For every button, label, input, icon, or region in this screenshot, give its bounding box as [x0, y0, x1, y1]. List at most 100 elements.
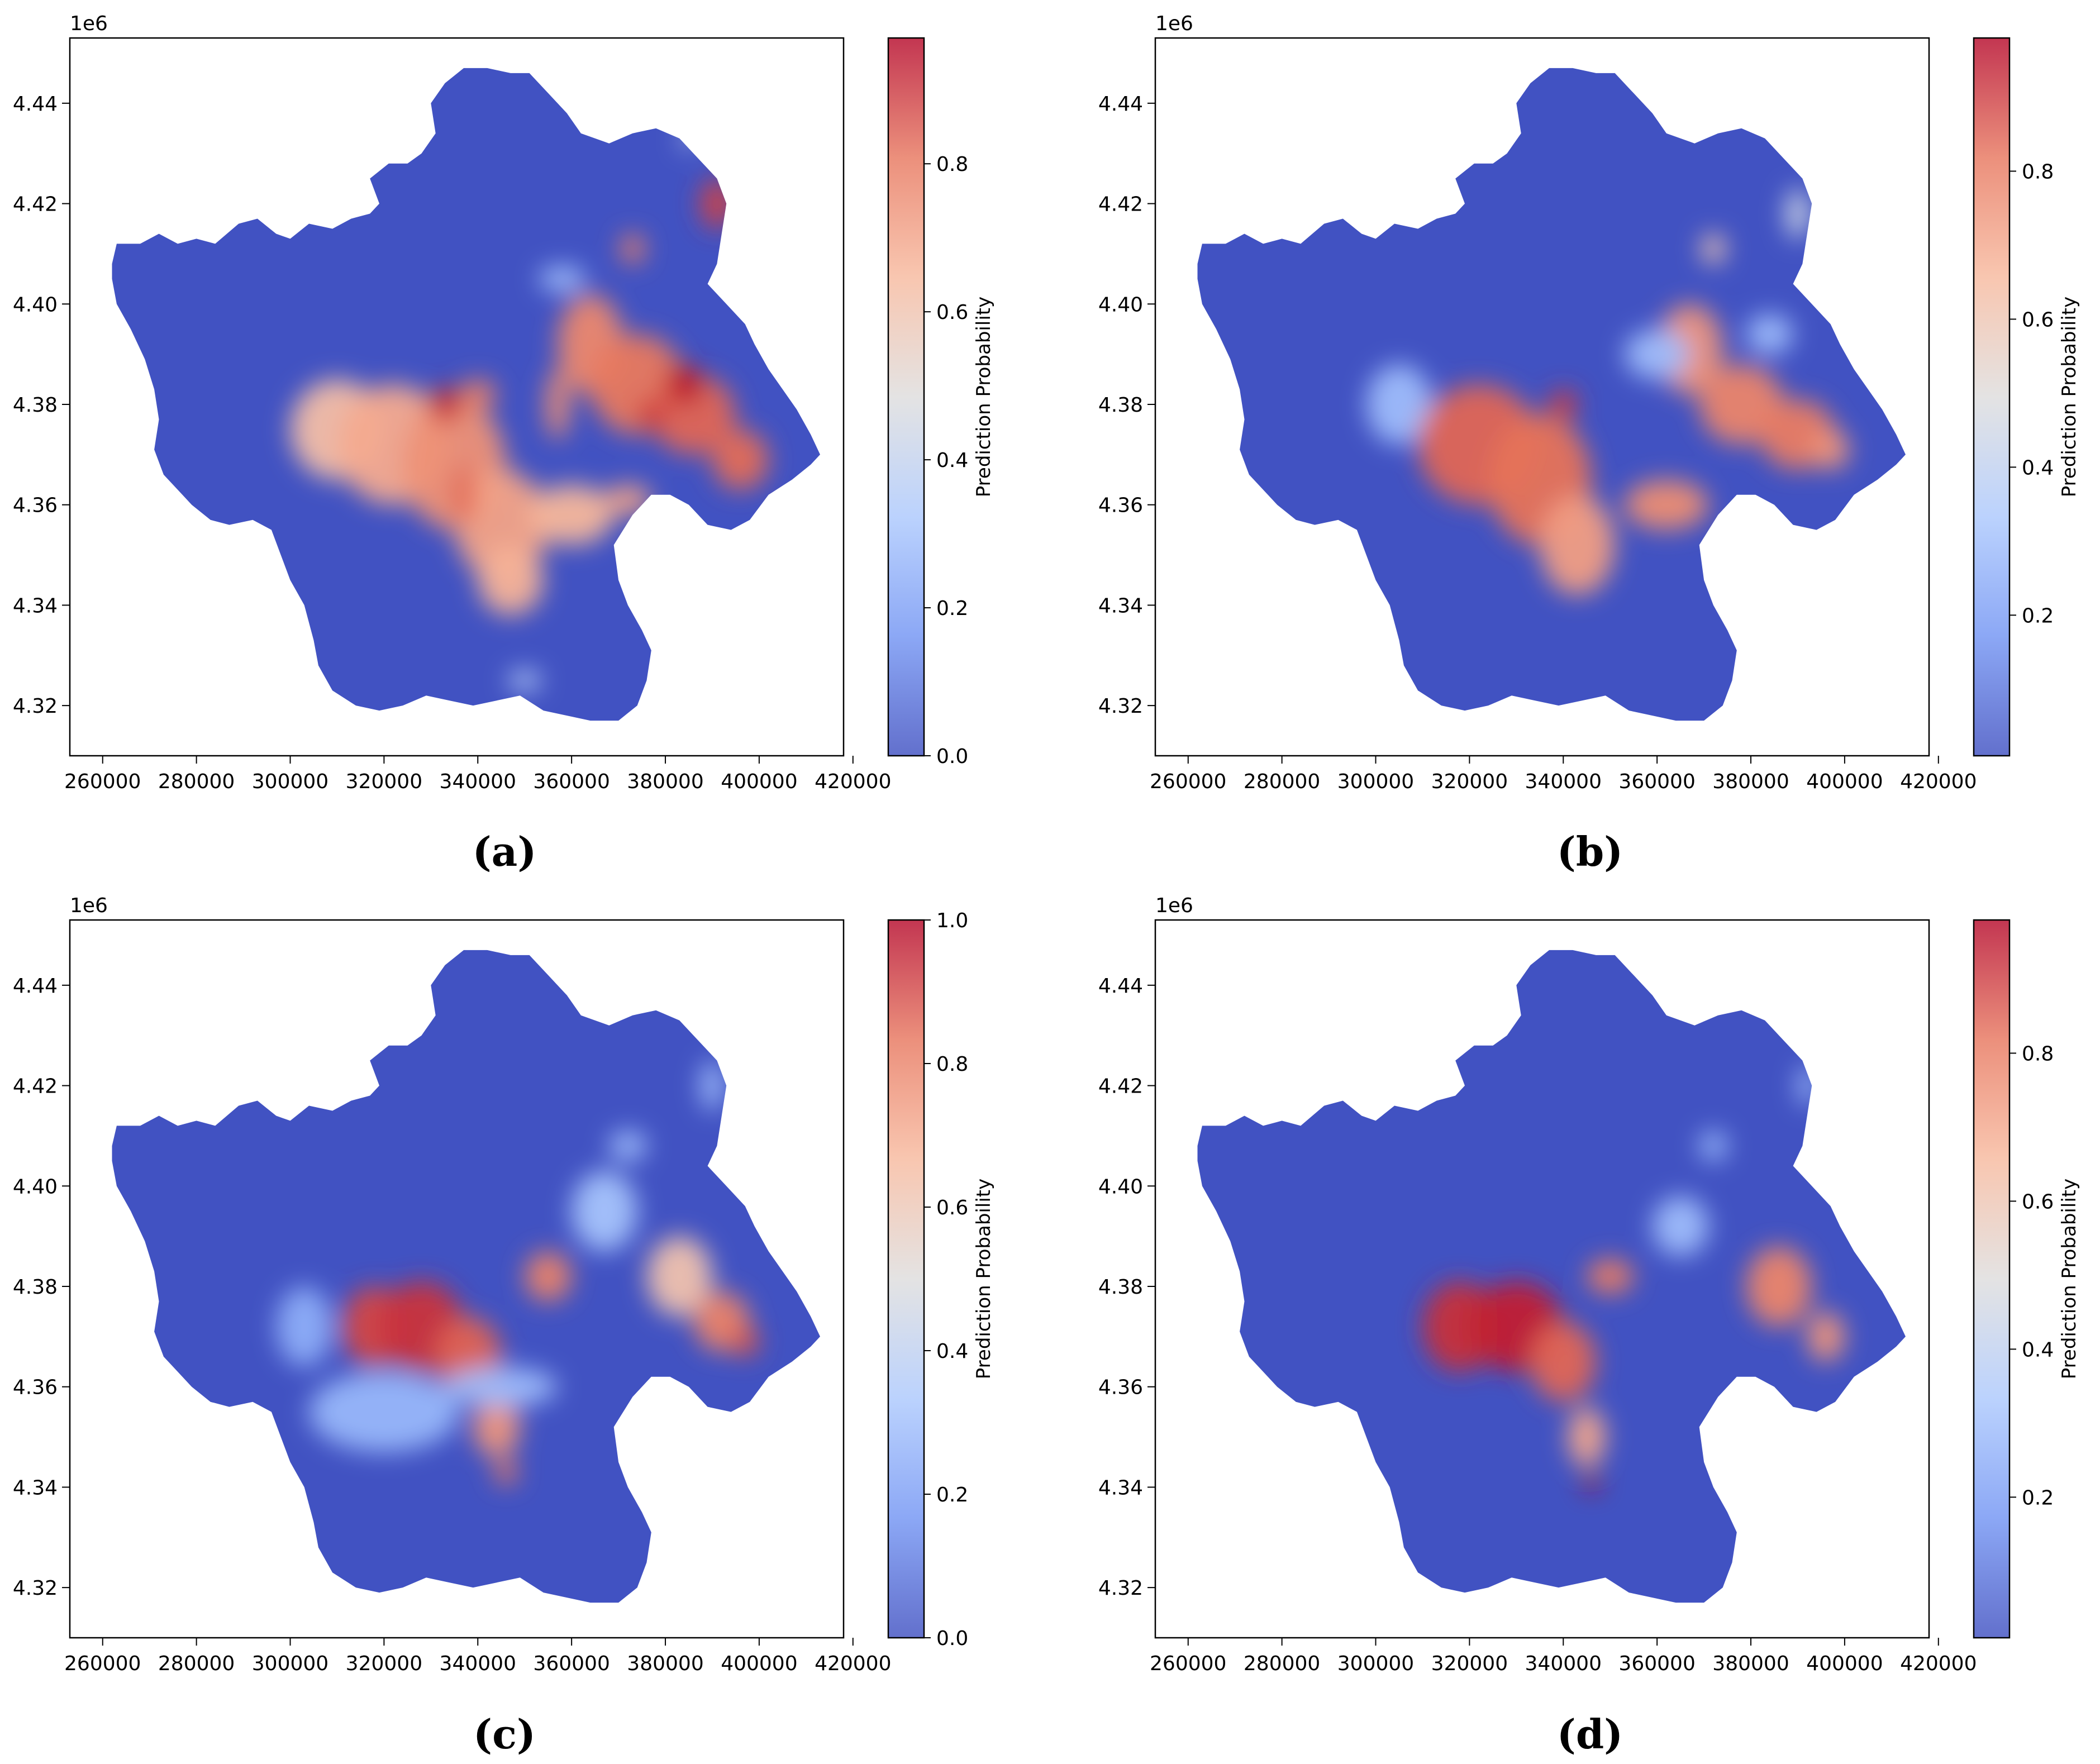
prediction-hotspots	[276, 1060, 759, 1485]
y-tick-label: 4.42	[13, 193, 58, 216]
hotspot-point	[276, 1286, 333, 1367]
panel-1: 260000 280000 300000 320000 340000 360000 3800…	[1098, 12, 2080, 875]
hotspot-point	[572, 1171, 637, 1252]
y-tick-label: 4.32	[13, 695, 58, 718]
x-tick-label: 300000	[252, 1652, 328, 1675]
axis-offset-text: 1e6	[1155, 894, 1193, 917]
colorbar-label: Prediction Probability	[2058, 1179, 2080, 1379]
hotspot-point	[494, 1460, 518, 1485]
colorbar-tick-label: 0.0	[936, 1627, 968, 1650]
hotspot-point	[1786, 188, 1809, 239]
hotspot-point	[1807, 1311, 1845, 1362]
x-tick-label: 400000	[1806, 770, 1883, 793]
x-tick-label: 380000	[1712, 770, 1789, 793]
hotspot-point	[1624, 479, 1709, 530]
y-tick-label: 4.32	[13, 1577, 58, 1600]
axes-frame	[1154, 37, 1930, 757]
y-tick-label: 4.32	[1098, 1577, 1143, 1600]
x-tick-label: 260000	[1150, 770, 1226, 793]
hotspot-point	[1540, 494, 1615, 595]
hotspot-point	[309, 1371, 459, 1452]
y-tick-label: 4.34	[1098, 594, 1143, 617]
x-tick-label: 400000	[721, 770, 797, 793]
x-tick-label: 260000	[1150, 1652, 1226, 1675]
hotspot-point	[529, 484, 614, 545]
x-tick-label: 280000	[158, 1652, 235, 1675]
y-tick-label: 4.36	[13, 494, 58, 517]
x-tick-label: 340000	[1525, 1652, 1602, 1675]
hotspot-point	[546, 369, 569, 440]
y-tick-label: 4.44	[13, 975, 58, 998]
x-tick-label: 260000	[64, 770, 141, 793]
colorbar-tick-label: 0.0	[936, 745, 968, 768]
colorbar-label: Prediction Probability	[973, 1179, 995, 1379]
colorbar-tick-label: 0.6	[2022, 308, 2054, 331]
colorbar-tick-label: 0.8	[2022, 160, 2054, 183]
hotspot-point	[445, 1366, 558, 1407]
y-tick-label: 4.34	[13, 1476, 58, 1499]
x-tick-label: 320000	[346, 770, 422, 793]
hotspot-point	[1583, 1473, 1600, 1491]
colorbar-tick-label: 0.4	[2022, 456, 2054, 479]
hotspot-point	[1624, 329, 1690, 379]
y-tick-label: 4.40	[13, 293, 58, 316]
x-tick-label: 400000	[1806, 1652, 1883, 1675]
panel-label: (c)	[473, 1710, 536, 1758]
y-tick-label: 4.34	[1098, 1476, 1143, 1499]
hotspot-point	[1568, 1407, 1606, 1467]
x-tick-label: 300000	[252, 770, 328, 793]
x-tick-label: 260000	[64, 1652, 141, 1675]
prediction-hotspots	[1366, 188, 1850, 595]
hotspot-point	[1530, 1321, 1597, 1402]
panel-label: (a)	[473, 828, 537, 875]
y-tick-label: 4.36	[1098, 1376, 1143, 1399]
colorbar	[887, 919, 925, 1639]
panel-3: 260000 280000 300000 320000 340000 360000 3800…	[1098, 894, 2080, 1758]
colorbar-tick-label: 0.6	[2022, 1190, 2054, 1213]
hotspot-point	[609, 1131, 647, 1161]
colorbar-tick-label: 0.6	[936, 1196, 968, 1219]
hotspot-point	[701, 1060, 724, 1111]
colorbar-tick-label: 0.8	[2022, 1042, 2054, 1065]
y-tick-label: 4.40	[1098, 293, 1143, 316]
hotspot-point	[1746, 1246, 1812, 1327]
colorbar	[1973, 919, 2011, 1639]
y-tick-label: 4.36	[1098, 494, 1143, 517]
x-tick-label: 360000	[1618, 770, 1695, 793]
x-tick-label: 420000	[1900, 1652, 1977, 1675]
x-tick-label: 340000	[1525, 770, 1602, 793]
panel-0: 260000 280000 300000 320000 340000 360000 3800…	[13, 12, 995, 875]
colorbar-tick-label: 0.2	[2022, 1486, 2054, 1509]
x-tick-label: 420000	[815, 770, 891, 793]
panels-layer: 260000 280000 300000 320000 340000 360000 3800…	[13, 12, 2080, 1758]
y-tick-label: 4.38	[1098, 1276, 1143, 1299]
colorbar-tick-label: 1.0	[936, 909, 968, 932]
hotspot-point	[1366, 364, 1432, 445]
hotspot-point	[621, 233, 645, 264]
hotspot-point	[604, 484, 651, 515]
x-tick-label: 380000	[1712, 1652, 1789, 1675]
hotspot-point	[1701, 233, 1725, 264]
x-tick-label: 380000	[627, 1652, 703, 1675]
colorbar-tick-label: 0.6	[936, 301, 968, 324]
axes-frame	[1154, 919, 1930, 1639]
study-region	[1197, 68, 1906, 721]
hotspot-point	[478, 545, 544, 616]
x-tick-label: 340000	[440, 1652, 516, 1675]
x-tick-label: 280000	[1244, 770, 1320, 793]
study-region	[112, 950, 820, 1603]
x-tick-label: 360000	[533, 1652, 609, 1675]
colorbar-label: Prediction Probability	[973, 297, 995, 497]
colorbar-tick-label: 0.4	[936, 1340, 968, 1363]
colorbar-tick-label: 0.8	[936, 153, 968, 176]
hotspot-point	[508, 670, 541, 691]
y-tick-label: 4.40	[1098, 1175, 1143, 1198]
hotspot-point	[1746, 314, 1793, 355]
colorbar-tick-label: 0.8	[936, 1053, 968, 1076]
axes-frame	[69, 37, 845, 757]
hotspot-point	[731, 1326, 759, 1357]
x-tick-label: 340000	[440, 770, 516, 793]
x-tick-label: 300000	[1337, 770, 1414, 793]
y-tick-label: 4.42	[1098, 193, 1143, 216]
